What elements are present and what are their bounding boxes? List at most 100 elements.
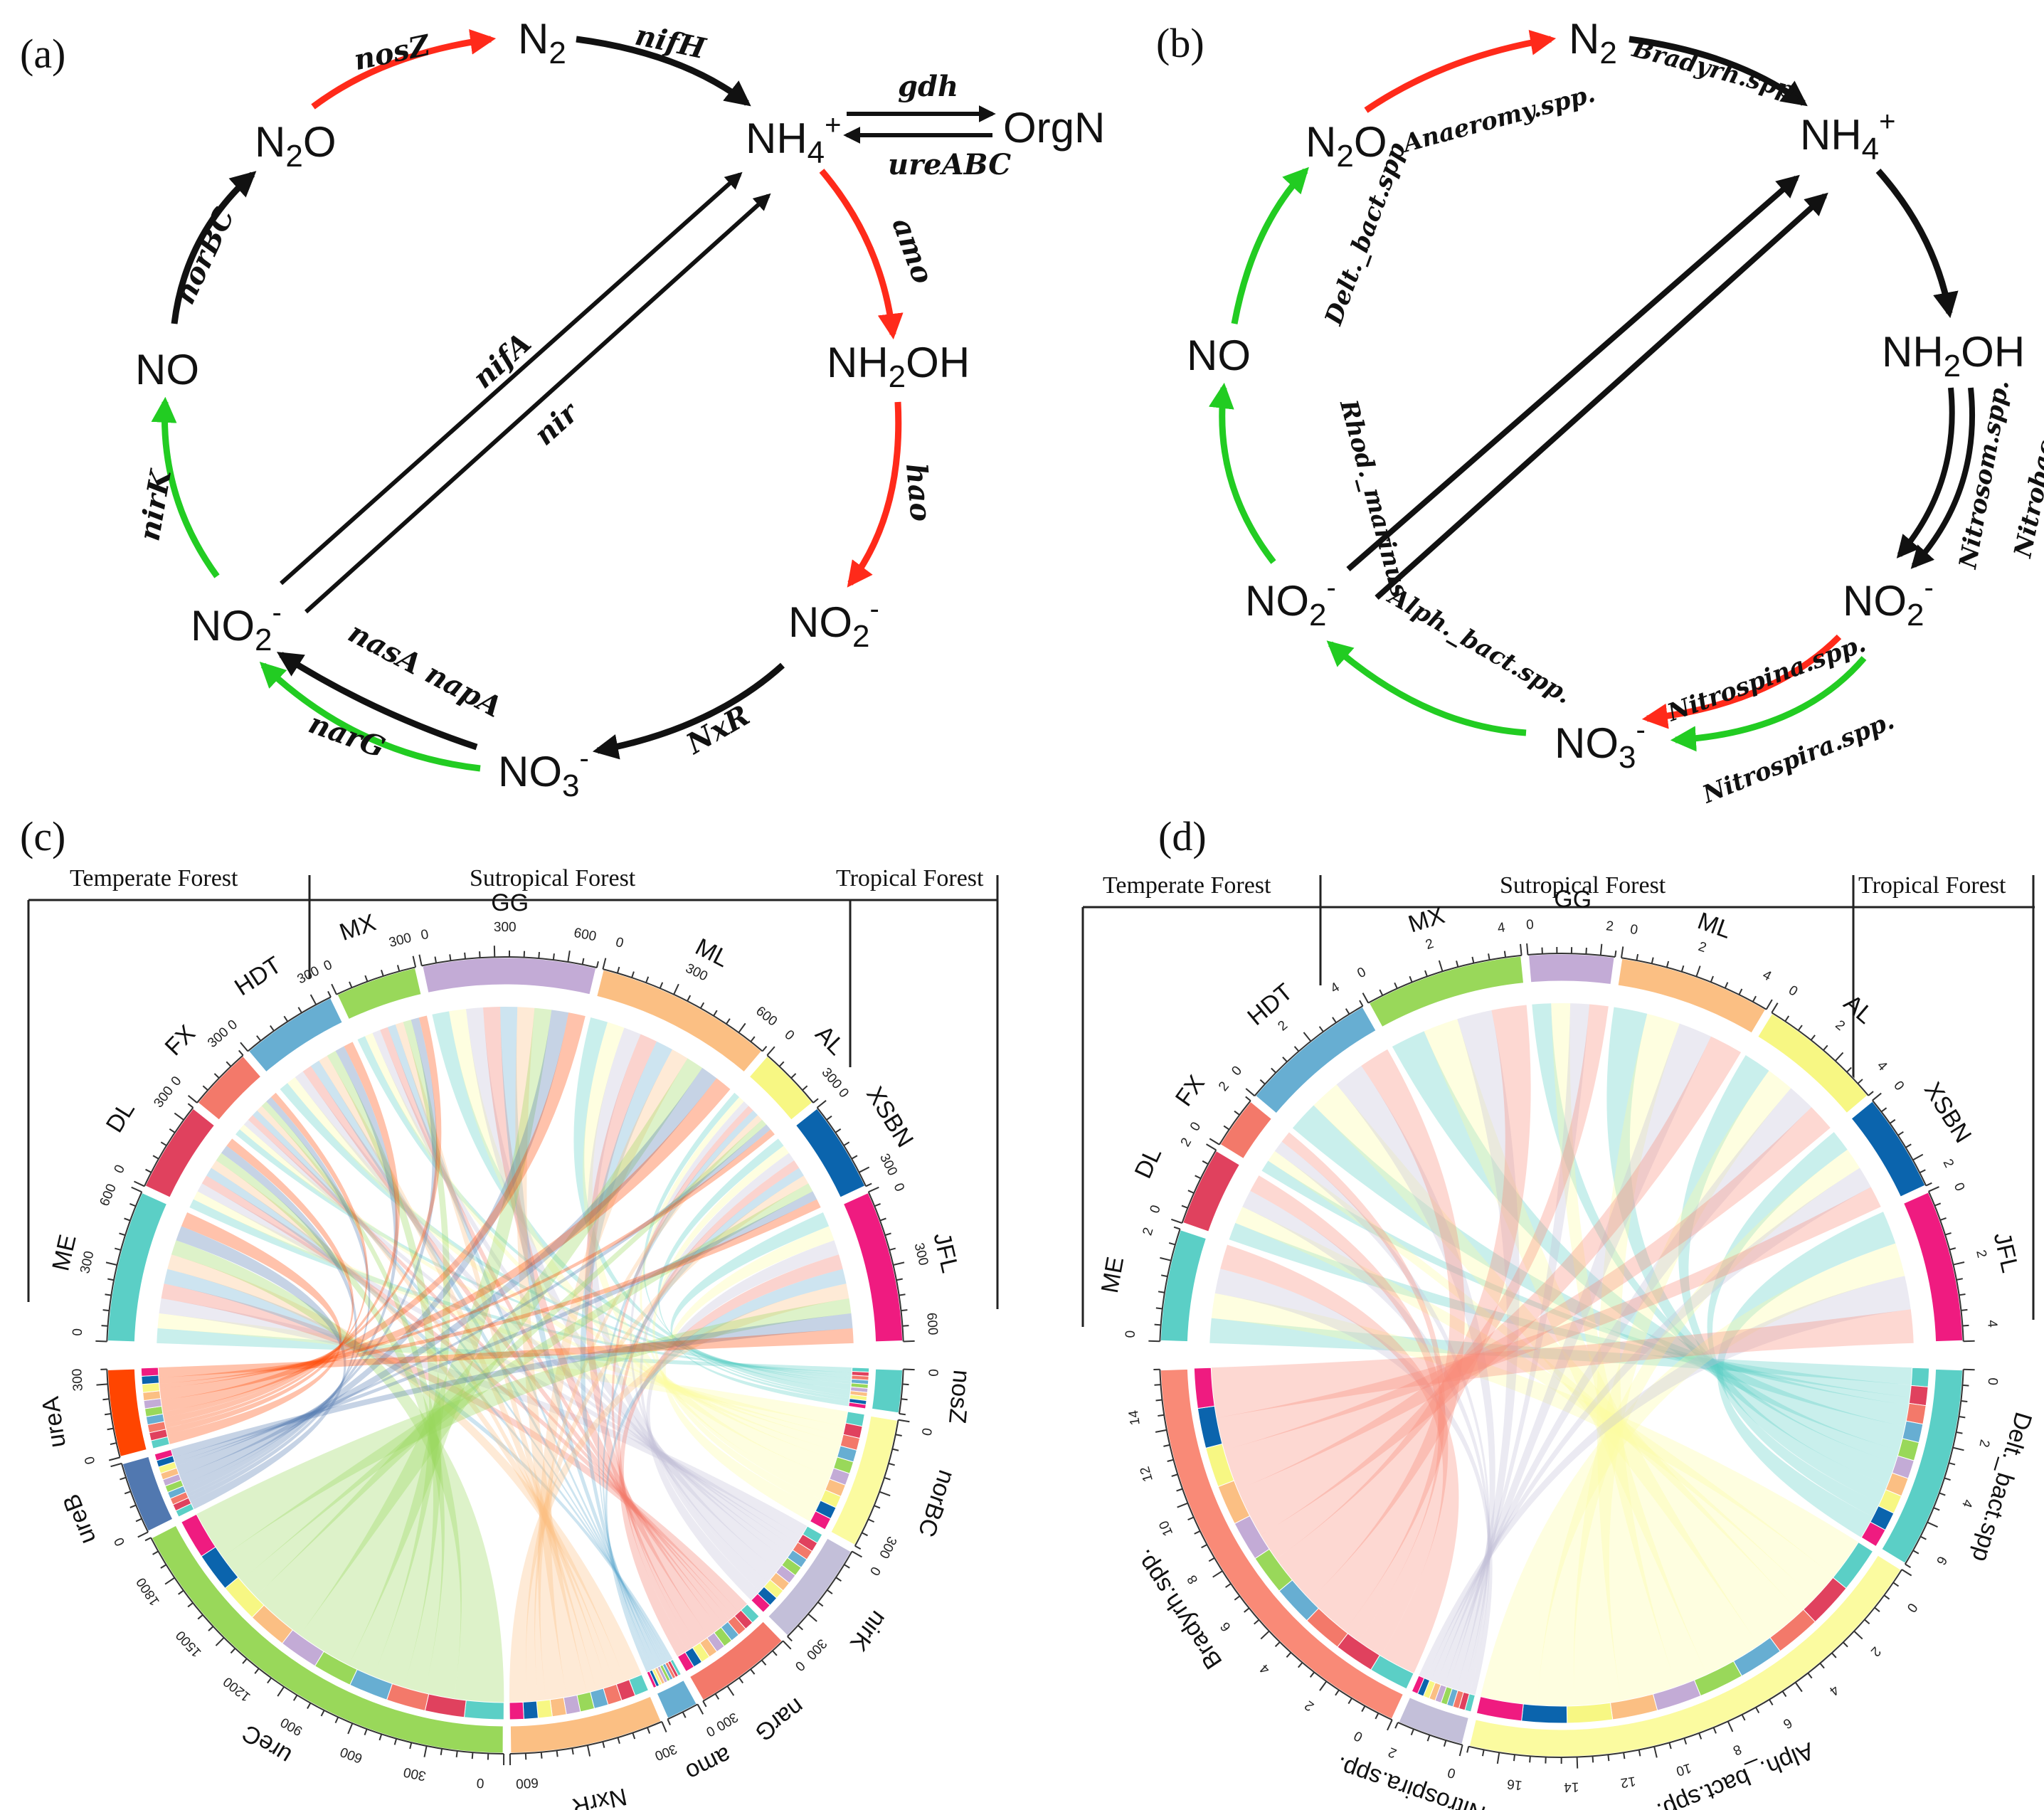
- ribbon-urec-al: [240, 1119, 767, 1598]
- axis-tick: [1361, 1705, 1366, 1713]
- axis-tick: [1905, 1143, 1912, 1148]
- species-nh2oh: NH2OH: [827, 339, 970, 394]
- tick-label: 600: [753, 1004, 780, 1030]
- tick-label: 12: [1619, 1773, 1636, 1790]
- arrow-NxR: [592, 662, 785, 760]
- taxon-nitrospina: Nitrospina.spp.: [1663, 630, 1870, 728]
- axis-tick: [1212, 1570, 1223, 1578]
- axis-tick: [772, 1650, 778, 1656]
- sector-arc-fx: [1217, 1099, 1274, 1161]
- axis-tick: [884, 1476, 891, 1481]
- tick-label: 0: [891, 1181, 907, 1194]
- sector-me: 0 2 ME: [1096, 1226, 1209, 1344]
- axis-tick: [586, 1745, 591, 1757]
- tick-label: 0: [1355, 965, 1368, 982]
- axis-tick: [1889, 1118, 1896, 1124]
- axis-tick: [1781, 1690, 1787, 1698]
- sector-arc-nosz: [869, 1367, 905, 1415]
- axis-tick: [96, 1383, 108, 1386]
- ribbon-norbc-jfl: [662, 1226, 835, 1523]
- tick-label: 300: [70, 1368, 86, 1392]
- arrow-nir: [304, 193, 771, 614]
- gene-norBC: norBC: [168, 203, 241, 309]
- tick-label: 2: [1939, 1157, 1956, 1170]
- strip-cell-nitrospira-spp-jfl: [1411, 1675, 1425, 1695]
- tick-label: 10: [1674, 1760, 1693, 1779]
- sector-axis-ureb: [121, 1463, 149, 1533]
- tick-label: 600: [338, 1744, 364, 1766]
- axis-tick: [1928, 1186, 1939, 1192]
- sector-axis-jfl: [1927, 1191, 1964, 1342]
- axis-tick: [124, 1491, 132, 1495]
- axis-tick: [1158, 1414, 1165, 1417]
- sector-label-ml: ML: [1694, 907, 1735, 944]
- tick-label: 1500: [173, 1628, 204, 1660]
- axis-tick: [1755, 1707, 1760, 1714]
- axis-tick: [1245, 1096, 1251, 1101]
- axis-tick: [1274, 1641, 1281, 1648]
- tick-label: 12: [1138, 1465, 1156, 1483]
- axis-tick: [540, 1752, 543, 1759]
- tick-label: 0: [169, 1074, 185, 1089]
- sector-label-jfl: JFL: [1989, 1230, 2024, 1276]
- ribbon-nosz-jfl: [670, 1212, 851, 1407]
- axis-tick: [902, 1325, 909, 1327]
- sector-label-fx: FX: [160, 1020, 201, 1062]
- axis-tick: [1158, 1291, 1165, 1293]
- axis-tick: [1488, 953, 1490, 960]
- sector-label-dl: DL: [1130, 1143, 1167, 1182]
- tick-label: 600: [923, 1312, 940, 1335]
- axis-tick: [1912, 1550, 1919, 1555]
- axis-tick: [902, 1383, 909, 1386]
- sector-me: 0 300 600 ME: [47, 1182, 169, 1344]
- tick-label: 2: [1868, 1644, 1884, 1659]
- strip-cell-alph-bact-spp-xsbn: [1521, 1703, 1568, 1724]
- ribbon-bradyrh-spp-al: [1222, 1107, 1831, 1491]
- ribbon-narg-hdt: [302, 1066, 731, 1626]
- sector-nxrr: 300 600 NxrR: [508, 1694, 679, 1810]
- axis-tick: [1592, 1756, 1594, 1763]
- axis-tick: [152, 1550, 159, 1555]
- axis-tick: [1944, 1477, 1951, 1481]
- axis-tick: [1956, 1431, 1963, 1434]
- species-nh2oh-b: NH2OH: [1882, 328, 2025, 383]
- tick-label: 14: [1126, 1409, 1143, 1426]
- arrow-nasA-napA: [276, 652, 478, 751]
- axis-tick: [1897, 1131, 1904, 1136]
- sector-arc-gg: [1526, 952, 1616, 987]
- axis-tick: [761, 1045, 768, 1052]
- axis-tick: [1259, 1079, 1266, 1085]
- arrow-nirK: [151, 396, 220, 578]
- axis-tick: [95, 1340, 107, 1343]
- ribbon-amo-ml: [580, 1041, 673, 1671]
- tick-label: 0: [867, 1564, 883, 1578]
- axis-tick: [137, 1531, 149, 1538]
- tick-label: 8: [1185, 1572, 1201, 1587]
- ribbon-nitrospira-spp-jfl: [1418, 1276, 1911, 1681]
- ribbon-bradyrh-spp-jfl: [1209, 1309, 1914, 1419]
- ribbon-nitrospira-spp-mx: [1448, 1010, 1520, 1692]
- axis-tick: [101, 1325, 108, 1327]
- sector-label-me: ME: [47, 1232, 82, 1274]
- ribbon-delt-bact-spp-gg: [1532, 1003, 1901, 1464]
- axis-tick: [1201, 1544, 1208, 1549]
- axis-tick: [1927, 1521, 1938, 1528]
- sector-axis-mx: [336, 966, 416, 995]
- axis-tick: [1177, 1502, 1188, 1508]
- tick-label: 4: [1826, 1682, 1842, 1698]
- species-org-n: OrgN: [1003, 104, 1105, 152]
- axis-tick: [798, 1624, 804, 1631]
- tick-label: 2: [1696, 939, 1708, 956]
- sector-label-nitrospira-spp: Nitrospira.spp.: [1333, 1751, 1489, 1810]
- axis-tick: [1724, 982, 1729, 989]
- tick-label: 4: [1328, 980, 1343, 997]
- axis-tick: [750, 1036, 756, 1042]
- sector-axis-gg: [421, 956, 598, 969]
- ribbon-urec-mx: [347, 1020, 450, 1678]
- ribbon-alph-bact-spp-dl: [1235, 1207, 1836, 1600]
- axis-tick: [267, 1677, 272, 1684]
- panel-a-label: (a): [20, 31, 65, 77]
- arrow-no2-nh4-b1: [1346, 174, 1800, 572]
- tick-label: 0: [925, 1369, 940, 1377]
- taxon-nitrospira: Nitrospira.spp.: [1698, 706, 1898, 810]
